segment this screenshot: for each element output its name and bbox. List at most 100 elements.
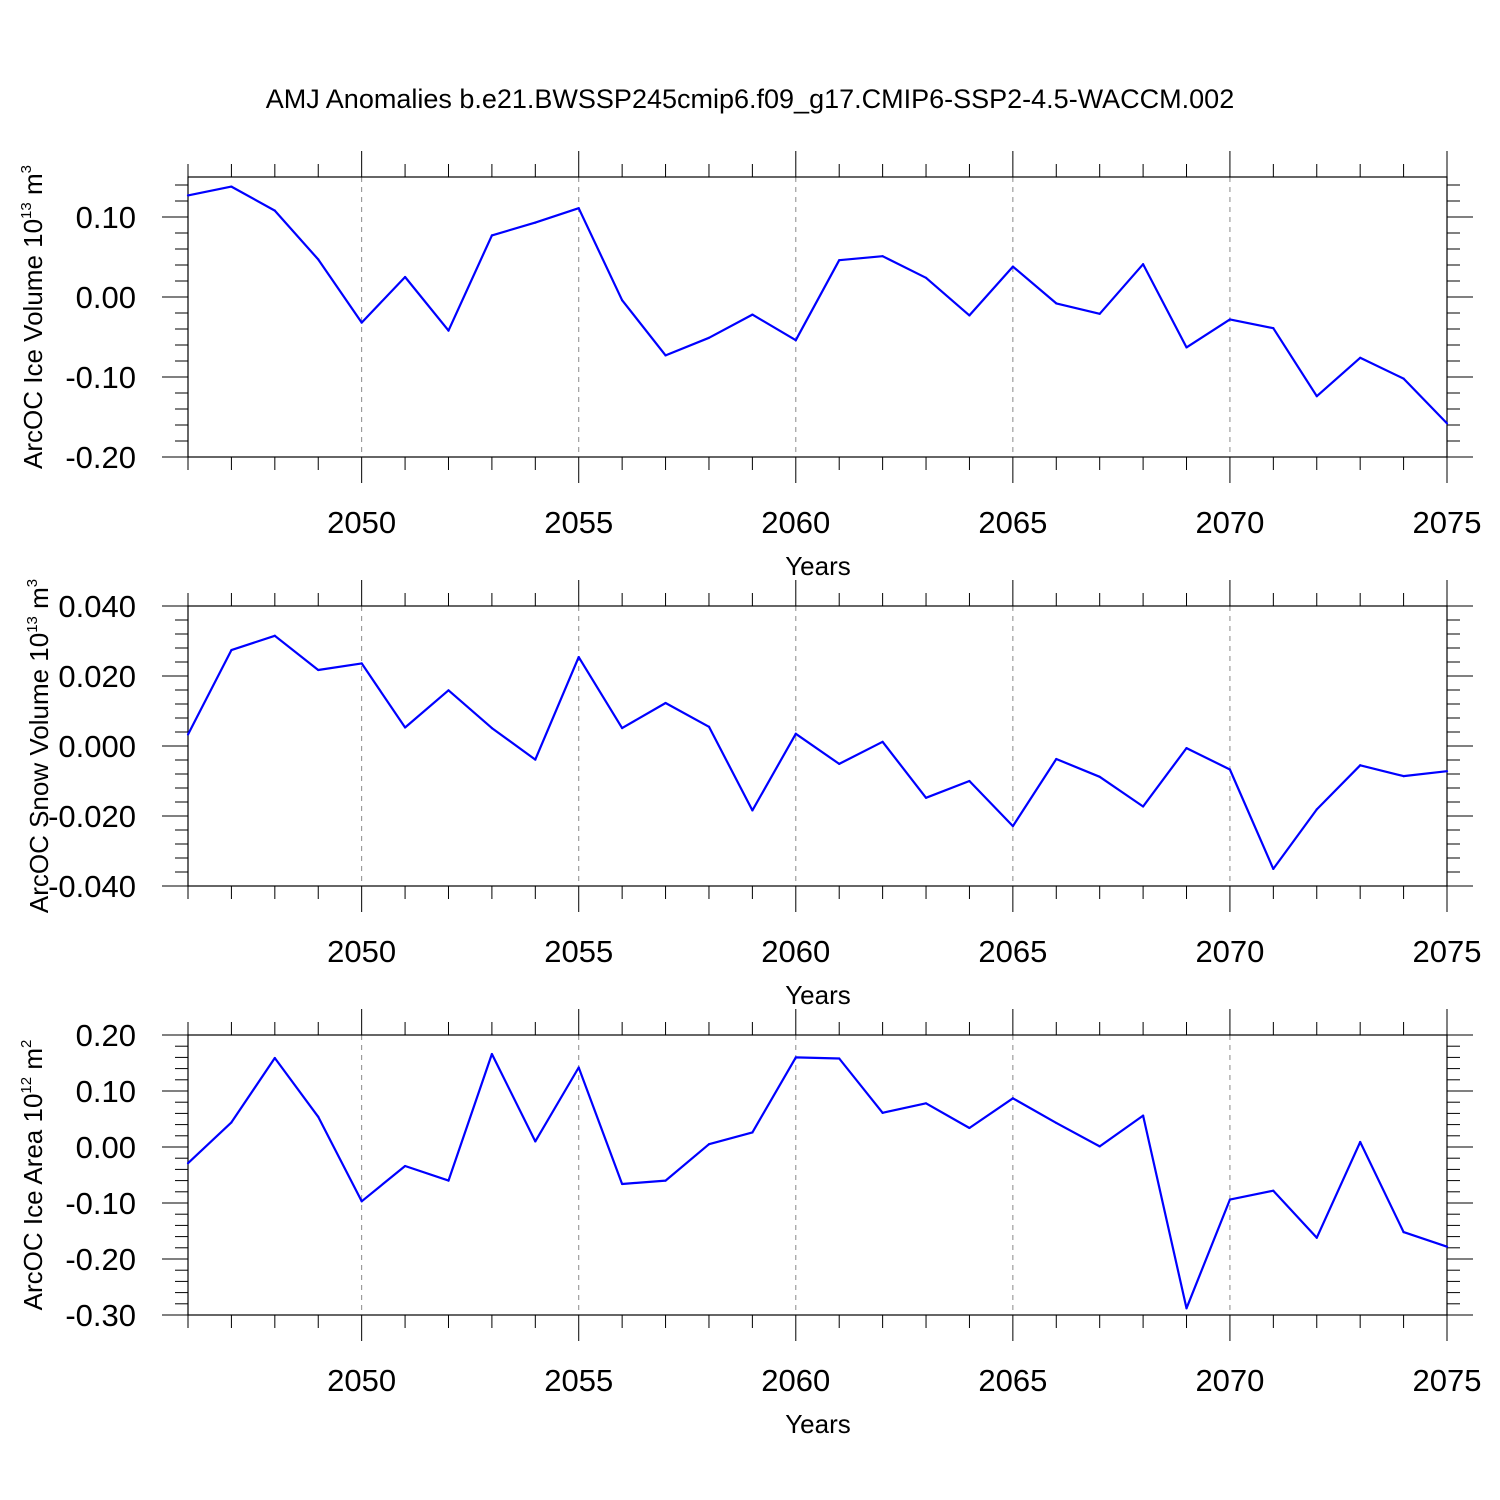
data-point: [490, 1052, 493, 1056]
y-axis-title-part: m: [18, 1048, 48, 1077]
y-axis-title-exponent: 12: [18, 1077, 35, 1094]
data-point: [751, 809, 754, 812]
data-point: [186, 733, 190, 736]
data-point: [1359, 764, 1362, 767]
y-axis-title-exponent: 2: [18, 1040, 35, 1048]
data-point: [838, 1057, 841, 1060]
plot-frame: [187, 176, 1448, 458]
x-tick-label: 2075: [1413, 1363, 1482, 1398]
y-axis-title-exponent: 3: [24, 579, 41, 587]
data-point: [360, 662, 363, 665]
data-point: [403, 726, 407, 729]
data-point: [968, 779, 971, 783]
data-point: [1402, 1231, 1405, 1234]
data-point: [664, 354, 667, 357]
data-point: [1185, 346, 1188, 349]
data-point: [534, 221, 537, 224]
x-axis-title: Years: [785, 980, 851, 1010]
x-axis-title: Years: [785, 551, 851, 581]
data-point: [664, 701, 667, 705]
y-axis-title-part: m: [18, 173, 48, 202]
data-point: [273, 1056, 276, 1060]
y-tick-label: -0.10: [65, 360, 136, 395]
data-point: [1228, 318, 1232, 321]
data-point: [751, 1131, 754, 1134]
data-point: [794, 1056, 797, 1059]
data-point: [1055, 302, 1058, 305]
data-point: [1272, 327, 1275, 330]
x-tick-label: 2070: [1195, 934, 1264, 969]
data-point: [1359, 356, 1362, 359]
data-point: [1315, 395, 1318, 398]
data-point: [186, 1162, 190, 1165]
x-tick-label: 2065: [978, 934, 1047, 969]
x-tick-label: 2060: [761, 505, 830, 540]
y-axis-title-exponent: 13: [18, 202, 35, 219]
y-axis-title: ArcOC Snow Volume 1013 m3: [24, 579, 54, 913]
data-point: [490, 727, 493, 730]
plot-frame: [187, 1034, 1448, 1316]
data-point: [447, 1179, 450, 1182]
y-axis-title-exponent: 3: [18, 165, 35, 173]
data-point: [403, 1164, 407, 1168]
data-point: [230, 649, 233, 652]
y-tick-label: -0.20: [65, 440, 136, 475]
data-point: [1011, 1097, 1014, 1100]
data-point: [1315, 1236, 1318, 1239]
data-point: [317, 668, 320, 672]
data-point: [317, 258, 320, 261]
data-point: [1098, 312, 1101, 315]
y-tick-label: 0.040: [58, 589, 136, 624]
data-point: [534, 758, 537, 761]
data-point: [1011, 265, 1014, 268]
data-point: [664, 1179, 667, 1182]
data-point: [881, 255, 884, 258]
data-point: [621, 727, 624, 730]
data-point: [968, 314, 971, 317]
data-point: [447, 689, 450, 692]
x-tick-label: 2060: [761, 934, 830, 969]
y-axis-title-part: ArcOC Ice Volume 10: [18, 219, 48, 469]
y-axis-title-exponent: 13: [24, 616, 41, 633]
y-tick-label: 0.10: [76, 1074, 136, 1109]
data-point: [1359, 1140, 1362, 1144]
data-point: [1228, 1198, 1232, 1201]
x-tick-label: 2055: [544, 505, 613, 540]
x-tick-label: 2055: [544, 1363, 613, 1398]
data-point: [273, 209, 276, 212]
data-point: [273, 634, 276, 637]
data-point: [621, 299, 624, 302]
data-point: [1098, 775, 1101, 778]
data-point: [1402, 775, 1405, 778]
data-point: [1228, 768, 1232, 771]
data-point: [1272, 867, 1275, 870]
data-point: [534, 1140, 537, 1143]
data-point: [881, 1111, 884, 1114]
data-point: [1315, 808, 1318, 811]
x-tick-label: 2050: [327, 505, 396, 540]
series-line: [187, 185, 1448, 425]
x-tick-label: 2075: [1413, 505, 1482, 540]
y-tick-label: -0.20: [65, 1242, 136, 1277]
data-point: [577, 1066, 580, 1069]
data-point: [794, 732, 797, 735]
y-axis-title: ArcOC Ice Volume 1013 m3: [18, 165, 48, 469]
data-point: [186, 194, 190, 197]
data-point: [230, 185, 233, 188]
data-point: [360, 321, 363, 324]
y-axis-title-part: ArcOC Ice Area 10: [18, 1094, 48, 1311]
y-axis-title-part: m: [24, 587, 54, 616]
data-point: [1445, 422, 1449, 425]
x-tick-label: 2050: [327, 1363, 396, 1398]
data-point: [1055, 757, 1058, 761]
data-point: [1445, 770, 1449, 773]
panel-1: -0.20 -0.10 0.00 0.10 2050 2055 2060 2065 2070 20…: [18, 151, 1481, 581]
y-tick-label: -0.040: [48, 869, 136, 904]
x-tick-label: 2060: [761, 1363, 830, 1398]
data-point: [577, 207, 580, 210]
data-point: [1185, 1307, 1188, 1310]
y-axis-title: ArcOC Ice Area 1012 m2: [18, 1040, 48, 1311]
x-tick-label: 2070: [1195, 1363, 1264, 1398]
data-point: [577, 656, 580, 659]
data-point: [447, 329, 450, 332]
